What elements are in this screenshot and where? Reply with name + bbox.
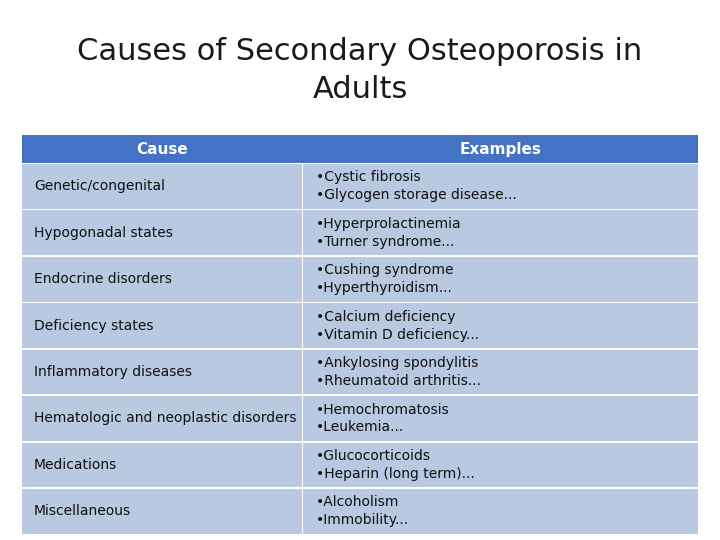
Bar xyxy=(22,256,698,302)
Bar xyxy=(302,303,303,348)
Text: •Hemochromatosis
•Leukemia...: •Hemochromatosis •Leukemia... xyxy=(316,403,450,434)
Text: Hematologic and neoplastic disorders: Hematologic and neoplastic disorders xyxy=(34,411,297,426)
Bar xyxy=(22,442,698,488)
Text: Medications: Medications xyxy=(34,458,117,472)
Text: Causes of Secondary Osteoporosis in
Adults: Causes of Secondary Osteoporosis in Adul… xyxy=(77,37,643,104)
Text: •Cystic fibrosis
•Glycogen storage disease...: •Cystic fibrosis •Glycogen storage disea… xyxy=(316,171,517,202)
Text: Cause: Cause xyxy=(136,141,188,157)
Text: Genetic/congenital: Genetic/congenital xyxy=(34,179,165,193)
Text: Deficiency states: Deficiency states xyxy=(34,319,153,333)
Bar xyxy=(302,210,303,255)
Bar xyxy=(22,489,698,534)
Text: •Ankylosing spondylitis
•Rheumatoid arthritis...: •Ankylosing spondylitis •Rheumatoid arth… xyxy=(316,356,481,388)
Bar xyxy=(302,256,303,302)
Bar xyxy=(302,164,303,209)
Bar xyxy=(302,442,303,488)
Text: Miscellaneous: Miscellaneous xyxy=(34,504,131,518)
Bar xyxy=(302,489,303,534)
Text: •Glucocorticoids
•Heparin (long term)...: •Glucocorticoids •Heparin (long term)... xyxy=(316,449,474,481)
Text: Hypogonadal states: Hypogonadal states xyxy=(34,226,173,240)
Text: Inflammatory diseases: Inflammatory diseases xyxy=(34,365,192,379)
Text: Examples: Examples xyxy=(459,141,541,157)
Bar xyxy=(22,135,698,163)
Bar xyxy=(22,303,698,348)
Text: •Hyperprolactinemia
•Turner syndrome...: •Hyperprolactinemia •Turner syndrome... xyxy=(316,217,462,248)
Bar xyxy=(301,135,304,163)
Text: Endocrine disorders: Endocrine disorders xyxy=(34,272,171,286)
Bar xyxy=(22,164,698,209)
Bar xyxy=(22,396,698,441)
Text: •Alcoholism
•Immobility...: •Alcoholism •Immobility... xyxy=(316,496,409,527)
Bar xyxy=(22,210,698,255)
Text: •Cushing syndrome
•Hyperthyroidism...: •Cushing syndrome •Hyperthyroidism... xyxy=(316,264,454,295)
Bar xyxy=(22,349,698,395)
Bar xyxy=(302,349,303,395)
Bar xyxy=(302,396,303,441)
Text: •Calcium deficiency
•Vitamin D deficiency...: •Calcium deficiency •Vitamin D deficienc… xyxy=(316,310,479,341)
